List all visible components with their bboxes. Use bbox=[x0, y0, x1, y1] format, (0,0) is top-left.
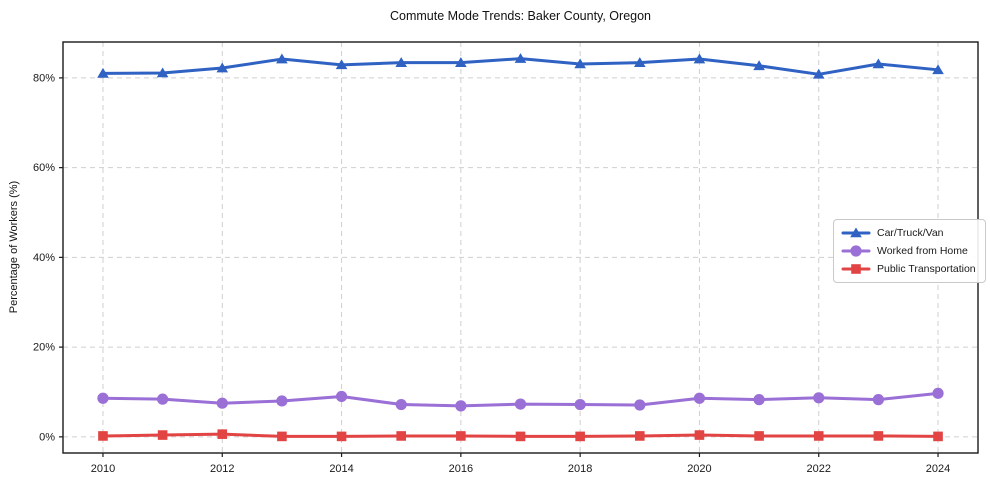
data-point-marker bbox=[634, 431, 645, 441]
data-point-marker bbox=[754, 431, 764, 441]
data-point-marker bbox=[335, 59, 348, 70]
data-point-marker bbox=[98, 431, 108, 441]
data-point-marker bbox=[850, 227, 862, 238]
legend-label: Public Transportation bbox=[877, 263, 976, 275]
data-point-marker bbox=[455, 400, 467, 412]
data-point-marker bbox=[575, 431, 585, 442]
data-point-marker bbox=[872, 394, 884, 406]
data-point-marker bbox=[813, 431, 824, 441]
data-point-marker bbox=[157, 393, 169, 405]
legend-marker-square bbox=[841, 264, 871, 274]
data-point-marker bbox=[933, 431, 943, 442]
data-point-marker bbox=[753, 60, 765, 71]
data-point-marker bbox=[455, 57, 467, 67]
data-point-marker bbox=[634, 399, 646, 411]
data-point-marker bbox=[932, 387, 944, 399]
x-tick-label: 2018 bbox=[568, 463, 592, 475]
legend-marker-circle bbox=[841, 245, 871, 257]
y-tick-label: 40% bbox=[33, 252, 55, 264]
data-point-marker bbox=[693, 53, 706, 64]
legend-item-public-transportation: Public Transportation bbox=[841, 261, 976, 277]
series-worked-from-home bbox=[97, 387, 944, 412]
data-point-marker bbox=[514, 398, 527, 410]
y-tick-label: 60% bbox=[33, 162, 55, 174]
data-point-marker bbox=[694, 430, 705, 440]
x-tick-label: 2022 bbox=[806, 463, 830, 475]
legend-item-car-truck-van: Car/Truck/Van bbox=[841, 225, 976, 241]
legend-label: Car/Truck/Van bbox=[877, 227, 944, 239]
data-point-marker bbox=[216, 62, 229, 73]
legend: Car/Truck/Van Worked from Home Public Tran… bbox=[833, 219, 986, 283]
x-tick-label: 2010 bbox=[91, 463, 115, 475]
chart-title: Commute Mode Trends: Baker County, Orego… bbox=[390, 9, 651, 23]
data-point-marker bbox=[872, 58, 885, 69]
data-point-marker bbox=[851, 264, 861, 274]
data-point-marker bbox=[217, 429, 228, 439]
legend-marker-triangle-up bbox=[841, 227, 871, 238]
data-point-marker bbox=[97, 67, 109, 78]
data-point-marker bbox=[515, 431, 526, 442]
data-point-marker bbox=[873, 431, 884, 441]
data-point-marker bbox=[456, 431, 466, 441]
x-tick-label: 2016 bbox=[449, 463, 473, 475]
data-point-marker bbox=[574, 398, 586, 411]
data-point-marker bbox=[277, 431, 287, 442]
data-point-marker bbox=[813, 392, 825, 404]
series-public-transportation bbox=[98, 429, 943, 442]
data-point-marker bbox=[395, 57, 408, 67]
data-point-marker bbox=[932, 64, 944, 75]
x-tick-label: 2024 bbox=[926, 463, 950, 475]
data-point-marker bbox=[633, 57, 646, 67]
legend-label: Worked from Home bbox=[877, 245, 968, 257]
legend-item-worked-from-home: Worked from Home bbox=[841, 243, 976, 259]
data-point-marker bbox=[693, 392, 706, 404]
series-car-truck-van bbox=[97, 53, 944, 79]
data-point-marker bbox=[276, 395, 288, 407]
data-point-marker bbox=[574, 58, 586, 69]
data-point-marker bbox=[753, 394, 765, 406]
data-point-marker bbox=[156, 67, 169, 78]
data-point-marker bbox=[395, 398, 407, 411]
data-point-marker bbox=[276, 53, 288, 64]
data-point-marker bbox=[335, 390, 348, 403]
y-tick-label: 80% bbox=[33, 72, 55, 84]
data-point-marker bbox=[97, 392, 109, 404]
data-point-marker bbox=[336, 431, 347, 442]
x-tick-label: 2014 bbox=[329, 463, 353, 475]
data-point-marker bbox=[812, 68, 825, 79]
data-point-marker bbox=[850, 245, 862, 257]
data-point-marker bbox=[216, 397, 228, 409]
x-tick-label: 2020 bbox=[687, 463, 711, 475]
y-tick-label: 20% bbox=[33, 342, 55, 354]
data-point-marker bbox=[514, 53, 527, 63]
x-tick-label: 2012 bbox=[210, 463, 234, 475]
y-tick-label: 0% bbox=[39, 431, 55, 443]
data-point-marker bbox=[157, 430, 168, 440]
data-point-marker bbox=[396, 431, 407, 441]
